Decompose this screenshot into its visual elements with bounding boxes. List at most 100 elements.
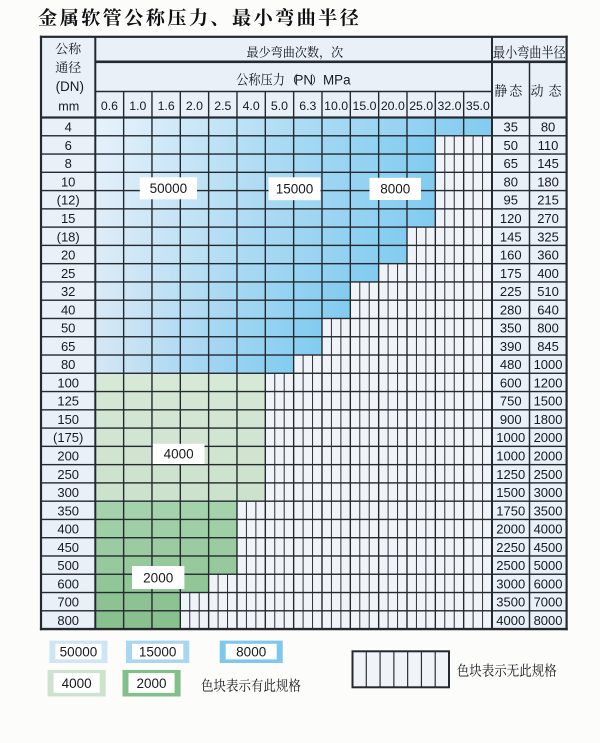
svg-text:5.0: 5.0 bbox=[271, 99, 288, 113]
svg-text:280: 280 bbox=[500, 302, 522, 317]
svg-text:2000: 2000 bbox=[496, 522, 525, 537]
svg-text:6000: 6000 bbox=[534, 576, 563, 591]
svg-text:2500: 2500 bbox=[496, 558, 525, 573]
svg-text:350: 350 bbox=[57, 503, 79, 518]
svg-text:360: 360 bbox=[537, 248, 559, 263]
svg-text:3000: 3000 bbox=[534, 485, 563, 500]
svg-text:MPa: MPa bbox=[323, 72, 351, 87]
svg-text:7000: 7000 bbox=[534, 595, 563, 610]
svg-text:3500: 3500 bbox=[496, 595, 525, 610]
svg-text:2.5: 2.5 bbox=[214, 99, 231, 113]
svg-text:4.0: 4.0 bbox=[243, 99, 260, 113]
svg-text:510: 510 bbox=[537, 284, 559, 299]
svg-text:350: 350 bbox=[500, 321, 522, 336]
svg-text:35: 35 bbox=[504, 120, 518, 135]
svg-text:20.0: 20.0 bbox=[381, 99, 405, 113]
svg-text:750: 750 bbox=[500, 394, 522, 409]
svg-text:8000: 8000 bbox=[380, 182, 410, 197]
svg-text:80: 80 bbox=[541, 120, 555, 135]
svg-text:325: 325 bbox=[537, 229, 559, 244]
svg-text:400: 400 bbox=[537, 266, 559, 281]
svg-text:15000: 15000 bbox=[276, 182, 314, 197]
svg-text:160: 160 bbox=[500, 248, 522, 263]
svg-text:4: 4 bbox=[65, 120, 72, 135]
svg-text:175: 175 bbox=[500, 266, 522, 281]
svg-text:3500: 3500 bbox=[534, 503, 563, 518]
svg-text:4500: 4500 bbox=[534, 540, 563, 555]
svg-text:2.0: 2.0 bbox=[186, 99, 203, 113]
svg-text:125: 125 bbox=[57, 394, 79, 409]
svg-text:500: 500 bbox=[57, 558, 79, 573]
svg-text:120: 120 bbox=[500, 211, 522, 226]
svg-text:845: 845 bbox=[537, 339, 559, 354]
svg-text:4000: 4000 bbox=[534, 522, 563, 537]
svg-text:1500: 1500 bbox=[496, 485, 525, 500]
svg-text:145: 145 bbox=[500, 229, 522, 244]
svg-text:(DN): (DN) bbox=[56, 79, 84, 94]
svg-text:0.6: 0.6 bbox=[101, 99, 118, 113]
svg-text:1000: 1000 bbox=[496, 449, 525, 464]
svg-text:270: 270 bbox=[537, 211, 559, 226]
svg-text:4000: 4000 bbox=[164, 447, 194, 462]
svg-text:1.0: 1.0 bbox=[129, 99, 146, 113]
svg-text:25: 25 bbox=[61, 266, 75, 281]
svg-text:1200: 1200 bbox=[534, 375, 563, 390]
svg-text:10: 10 bbox=[61, 174, 75, 189]
svg-text:2250: 2250 bbox=[496, 540, 525, 555]
svg-text:65: 65 bbox=[504, 156, 518, 171]
svg-text:4000: 4000 bbox=[62, 676, 92, 691]
svg-text:600: 600 bbox=[500, 375, 522, 390]
svg-text:5000: 5000 bbox=[534, 558, 563, 573]
svg-text:800: 800 bbox=[537, 321, 559, 336]
svg-text:2000: 2000 bbox=[143, 570, 173, 585]
svg-text:50: 50 bbox=[504, 138, 518, 153]
svg-text:700: 700 bbox=[57, 595, 79, 610]
svg-text:390: 390 bbox=[500, 339, 522, 354]
svg-text:2000: 2000 bbox=[137, 676, 167, 691]
svg-text:225: 225 bbox=[500, 284, 522, 299]
svg-text:100: 100 bbox=[57, 375, 79, 390]
svg-text:(175): (175) bbox=[53, 430, 83, 445]
svg-text:400: 400 bbox=[57, 522, 79, 537]
svg-text:15000: 15000 bbox=[139, 645, 177, 660]
svg-text:1000: 1000 bbox=[534, 357, 563, 372]
svg-text:(18): (18) bbox=[57, 229, 80, 244]
svg-text:2000: 2000 bbox=[534, 430, 563, 445]
svg-text:15.0: 15.0 bbox=[353, 99, 377, 113]
svg-text:450: 450 bbox=[57, 540, 79, 555]
svg-text:1000: 1000 bbox=[496, 430, 525, 445]
svg-text:1800: 1800 bbox=[534, 412, 563, 427]
svg-text:4000: 4000 bbox=[496, 613, 525, 628]
svg-text:145: 145 bbox=[537, 156, 559, 171]
svg-text:200: 200 bbox=[57, 449, 79, 464]
svg-text:150: 150 bbox=[57, 412, 79, 427]
svg-text:80: 80 bbox=[61, 357, 75, 372]
svg-text:1750: 1750 bbox=[496, 503, 525, 518]
svg-text:10.0: 10.0 bbox=[324, 99, 348, 113]
svg-text:95: 95 bbox=[504, 193, 518, 208]
svg-text:110: 110 bbox=[538, 138, 559, 153]
svg-text:600: 600 bbox=[57, 576, 79, 591]
svg-text:15: 15 bbox=[61, 211, 75, 226]
svg-text:8000: 8000 bbox=[236, 645, 266, 660]
svg-text:3000: 3000 bbox=[496, 576, 525, 591]
svg-text:35.0: 35.0 bbox=[466, 99, 490, 113]
svg-text:800: 800 bbox=[57, 613, 79, 628]
svg-text:50000: 50000 bbox=[60, 645, 98, 660]
svg-text:8000: 8000 bbox=[534, 613, 563, 628]
svg-text:PN: PN bbox=[294, 72, 313, 87]
svg-text:300: 300 bbox=[57, 485, 79, 500]
svg-text:50000: 50000 bbox=[150, 181, 188, 196]
svg-text:1500: 1500 bbox=[534, 394, 563, 409]
svg-text:mm: mm bbox=[58, 100, 79, 114]
svg-text:900: 900 bbox=[500, 412, 522, 427]
svg-text:32: 32 bbox=[61, 284, 75, 299]
svg-text:2500: 2500 bbox=[534, 467, 563, 482]
svg-text:8: 8 bbox=[65, 156, 72, 171]
svg-text:20: 20 bbox=[61, 248, 75, 263]
svg-text:6.3: 6.3 bbox=[299, 99, 316, 113]
svg-text:25.0: 25.0 bbox=[409, 99, 433, 113]
svg-text:2000: 2000 bbox=[534, 449, 563, 464]
svg-text:640: 640 bbox=[537, 302, 559, 317]
svg-text:1250: 1250 bbox=[496, 467, 525, 482]
